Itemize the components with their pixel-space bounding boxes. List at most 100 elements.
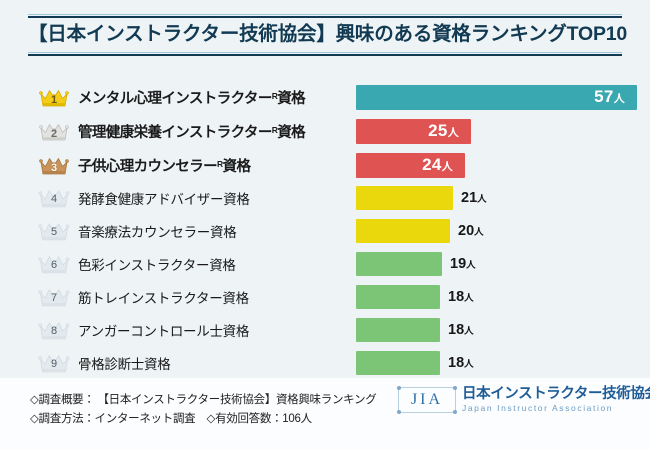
value-bar <box>356 351 440 375</box>
qualification-label: 色彩インストラクター資格 <box>78 254 356 274</box>
value-number: 57 <box>594 87 614 106</box>
qualification-label: 筋トレインストラクター資格 <box>78 287 356 307</box>
qualification-label-tail: 資格 <box>277 124 306 141</box>
crown-icon: 4 <box>37 186 71 210</box>
qualification-label: 骨格診断士資格 <box>78 353 356 373</box>
rank-cell: 4 <box>30 184 78 212</box>
bar-area: 18人 <box>356 349 650 377</box>
rank-number: 6 <box>50 259 58 271</box>
bar-area: 20人 <box>356 217 650 245</box>
survey-note: ◇調査概要： 【日本インストラクター技術協会】資格興味ランキング ◇調査方法：イ… <box>30 391 377 429</box>
value-unit: 人 <box>447 127 459 139</box>
rank-number: 1 <box>50 93 58 106</box>
qualification-label: アンガーコントロール士資格 <box>78 320 356 340</box>
survey-note-line2: ◇調査方法：インターネット調査 ◇有効回答数：106人 <box>30 412 312 425</box>
value-number: 18 <box>448 322 465 338</box>
qualification-label: 管理健康栄養インストラクターR資格 <box>78 121 356 142</box>
crown-icon: 9 <box>37 351 71 375</box>
crown-icon: 5 <box>37 219 71 243</box>
qualification-label: 発酵食健康アドバイザー資格 <box>78 188 356 208</box>
qualification-label: メンタル心理インストラクターR資格 <box>78 87 356 108</box>
qualification-label-main: 発酵食健康アドバイザー資格 <box>78 192 250 207</box>
rank-cell: 2 <box>30 117 78 145</box>
crown-icon: 7 <box>37 285 71 309</box>
qualification-label-main: 管理健康栄養インストラクター <box>78 124 272 141</box>
jia-logo-mark: JIA <box>397 385 457 414</box>
logo-corner-dot-icon <box>453 409 457 414</box>
title-rule-top <box>28 14 622 18</box>
registered-trademark-icon: R <box>271 90 278 101</box>
qualification-label-main: 色彩インストラクター資格 <box>78 258 236 273</box>
bar-value-label: 20人 <box>458 223 484 239</box>
rank-number: 4 <box>50 193 58 205</box>
bar-value-label: 24人 <box>422 155 465 175</box>
rank-cell: 1 <box>30 83 78 111</box>
bar-value-label: 21人 <box>461 190 487 206</box>
qualification-label-main: 子供心理カウンセラー <box>78 158 218 175</box>
title-block: 【日本インストラクター技術協会】興味のある資格ランキングTOP10 <box>28 14 627 57</box>
value-bar <box>356 285 440 309</box>
rank-cell: 3 <box>30 151 78 179</box>
qualification-label-main: メンタル心理インストラクター <box>78 90 272 107</box>
logo-corner-dot-icon <box>397 409 401 414</box>
bar-area: 18人 <box>356 316 650 344</box>
qualification-label-main: 筋トレインストラクター資格 <box>78 291 249 306</box>
rank-cell: 9 <box>30 349 78 377</box>
value-unit: 人 <box>474 227 484 238</box>
crown-icon: 6 <box>37 252 71 276</box>
value-unit: 人 <box>464 293 474 304</box>
value-bar <box>356 252 442 276</box>
bar-area: 24人 <box>356 150 650 180</box>
rank-cell: 5 <box>30 217 78 245</box>
jia-logo-text: 日本インストラクター技術協会 Japan Instructor Associat… <box>462 386 650 414</box>
rank-cell: 6 <box>30 250 78 278</box>
jia-logo-name-jp: 日本インストラクター技術協会 <box>462 386 650 402</box>
crown-icon: 1 <box>39 86 69 109</box>
value-number: 25 <box>428 121 448 140</box>
value-unit: 人 <box>464 359 474 370</box>
qualification-label-main: 音楽療法カウンセラー資格 <box>78 225 237 240</box>
bar-area: 57人 <box>356 82 650 112</box>
ranking-row: 1 メンタル心理インストラクターR資格 57人 <box>0 82 650 112</box>
value-unit: 人 <box>613 93 625 105</box>
bar-area: 19人 <box>356 250 650 278</box>
value-number: 24 <box>422 155 442 174</box>
qualification-label: 音楽療法カウンセラー資格 <box>78 221 356 241</box>
bar-value-label: 18人 <box>448 355 474 371</box>
registered-trademark-icon: R <box>271 124 278 135</box>
value-bar: 24人 <box>356 152 465 178</box>
value-unit: 人 <box>477 194 487 205</box>
value-bar: 25人 <box>356 118 471 144</box>
ranking-row: 3 子供心理カウンセラーR資格 24人 <box>0 150 650 180</box>
value-number: 20 <box>458 223 475 239</box>
rank-number: 9 <box>50 358 58 370</box>
crown-icon: 8 <box>37 318 71 342</box>
value-number: 21 <box>461 190 478 206</box>
value-number: 18 <box>448 289 465 305</box>
bar-value-label: 18人 <box>448 322 474 338</box>
ranking-row: 2 管理健康栄養インストラクターR資格 25人 <box>0 116 650 146</box>
value-bar <box>356 219 450 243</box>
value-unit: 人 <box>464 326 474 337</box>
qualification-label-tail: 資格 <box>222 158 251 175</box>
jia-logo-name-en: Japan Instructor Association <box>462 402 614 413</box>
rank-cell: 7 <box>30 283 78 311</box>
bar-area: 25人 <box>356 116 650 146</box>
ranking-row: 8 アンガーコントロール士資格 18人 <box>0 316 650 344</box>
rank-number: 8 <box>50 325 58 337</box>
ranking-row: 5 音楽療法カウンセラー資格 20人 <box>0 217 650 245</box>
rank-number: 2 <box>50 127 58 140</box>
ranking-row: 7 筋トレインストラクター資格 18人 <box>0 283 650 311</box>
rank-number: 7 <box>50 292 58 304</box>
title-rule-bottom <box>28 52 622 57</box>
value-number: 18 <box>448 355 465 371</box>
ranking-row: 9 骨格診断士資格 18人 <box>0 349 650 377</box>
bar-area: 21人 <box>356 184 650 212</box>
qualification-label: 子供心理カウンセラーR資格 <box>78 155 356 176</box>
crown-icon: 3 <box>39 154 69 177</box>
qualification-label-main: 骨格診断士資格 <box>78 357 171 372</box>
value-unit: 人 <box>441 161 453 173</box>
rank-number: 5 <box>50 226 58 238</box>
crown-icon: 2 <box>39 120 69 143</box>
